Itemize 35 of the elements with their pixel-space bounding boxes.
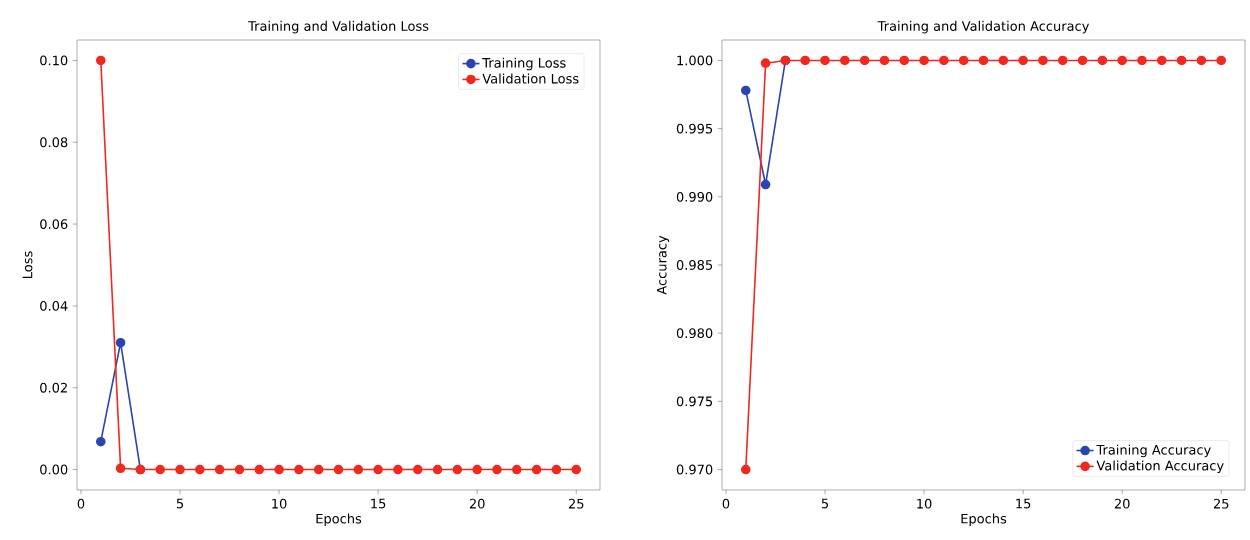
legend-label: Validation Loss [482,73,579,84]
x-tick-label: 25 [1213,498,1229,509]
y-tick-label: 0.975 [676,396,713,407]
chart-title: Training and Validation Loss [248,20,429,34]
legend-label: Validation Accuracy [1096,460,1224,474]
x-axis-title: Epochs [961,513,1007,527]
legend-label: Training Loss [482,57,566,71]
y-tick-label: 0.02 [40,382,67,393]
y-tick-label: 0.970 [676,464,713,475]
y-tick-label: 1.000 [677,55,713,66]
x-axis-title: Epochs [316,513,362,527]
x-tick-label: 0 [722,498,730,509]
x-tick-label: 20 [469,498,485,509]
y-tick-label: 0.08 [40,137,68,148]
y-tick-label: 0.980 [676,328,713,339]
y-axis-title: Accuracy [656,235,670,295]
y-axis-title: Loss [22,251,33,278]
x-tick-label: 5 [821,498,829,509]
legend-label: Training Accuracy [1096,444,1211,458]
chart-title: Training and Validation Accuracy [877,20,1090,34]
y-tick-label: 0.990 [676,191,713,202]
y-tick-label: 0.04 [40,300,68,311]
x-tick-label: 25 [568,498,584,509]
x-tick-label: 10 [272,498,287,509]
x-tick-label: 10 [917,498,932,509]
y-tick-label: 0.985 [676,260,713,270]
y-tick-label: 0.06 [40,219,68,229]
y-tick-label: 0.10 [40,55,68,66]
x-tick-label: 0 [77,498,85,509]
x-tick-label: 15 [1016,498,1031,509]
x-tick-label: 15 [371,498,386,509]
x-tick-label: 5 [176,498,184,509]
y-tick-label: 0.995 [676,123,713,134]
y-tick-label: 0.00 [40,464,68,475]
x-tick-label: 20 [1114,498,1130,509]
